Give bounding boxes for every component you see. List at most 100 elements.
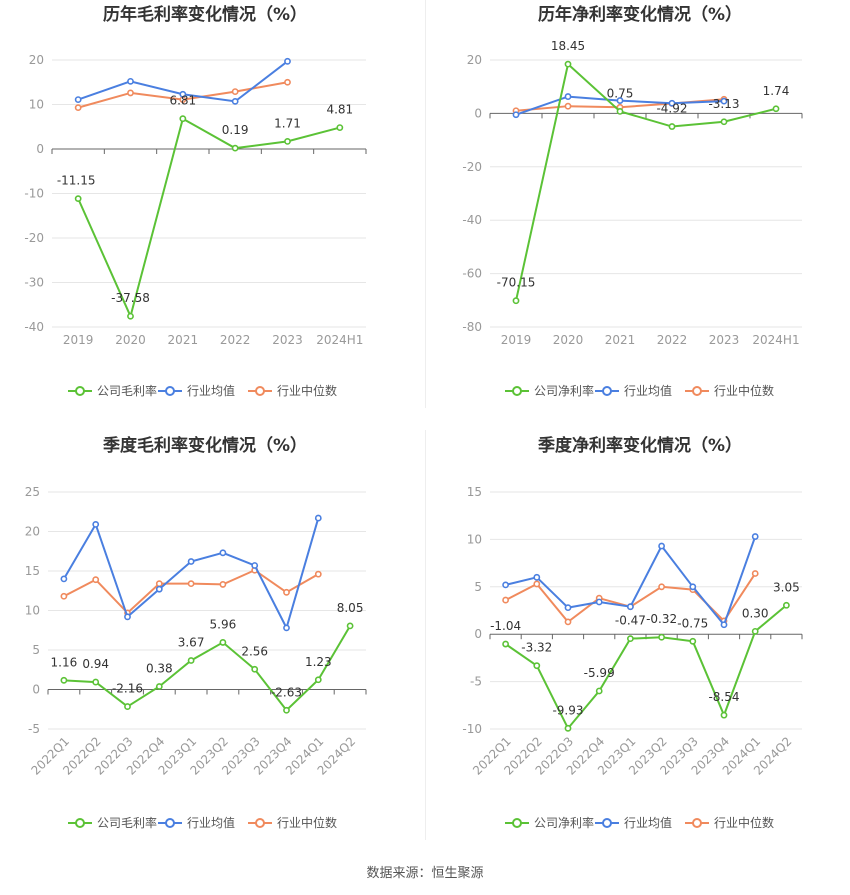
legend-label-median: 行业中位数 [714,815,774,830]
series-line-company [515,62,777,301]
legend-marker-avg [165,818,175,828]
x-tick-label: 2019 [501,333,532,347]
legend-marker-company [75,818,85,828]
data-label: 0.38 [146,661,173,675]
data-point-median [284,78,291,86]
x-tick-label: 2023 [272,333,303,347]
data-point-company [668,123,676,130]
series-line-avg [63,517,320,631]
legend-label-company: 公司毛利率 [97,383,157,398]
data-point-avg [720,97,728,105]
legend-marker-median [255,386,265,396]
data-point-company [179,115,187,123]
data-point-avg [658,542,665,550]
legend-label-median: 行业中位数 [277,383,337,398]
data-label: 8.05 [337,601,364,615]
series-line-company [77,117,341,320]
x-tick-label: 2024H1 [316,333,363,347]
data-point-avg [155,585,163,593]
data-label: -1.04 [490,619,521,633]
data-label: 0.30 [742,606,769,620]
data-point-company [751,627,759,635]
data-point-company [564,60,572,68]
y-tick-label: -20 [462,160,482,174]
data-point-company [533,662,541,670]
y-tick-label: 10 [29,98,44,112]
data-point-avg [187,558,195,565]
data-point-median [564,102,572,110]
data-point-company [720,118,728,126]
data-label: 0.94 [82,657,109,671]
data-point-company [512,297,520,305]
data-point-company [564,724,572,732]
data-point-company [346,622,354,630]
data-point-median [92,576,100,584]
data-point-company [627,635,634,643]
data-point-avg [564,604,572,612]
chart-1: 历年净利率变化情况（%） 20 0 -20 -40 -60 -80 2019 2020 2021 2… [462,4,803,398]
y-tick-label: 20 [467,53,482,67]
data-point-company [783,601,790,609]
data-point-company [92,678,100,686]
y-tick-label: -10 [24,187,44,201]
data-point-avg [179,90,187,98]
vertical-divider-bottom [425,430,426,840]
data-point-median [533,580,541,588]
x-tick-label: 2021 [168,333,199,347]
data-label: -11.15 [57,174,96,188]
data-point-median [187,580,195,588]
legend-label-avg: 行业均值 [624,815,672,830]
legend-marker-median [692,386,702,396]
legend-label-median: 行业中位数 [714,383,774,398]
y-tick-label: -20 [24,231,44,245]
series-line-company [63,625,351,712]
data-point-avg [60,575,68,583]
data-point-median [60,592,68,600]
y-tick-label: 0 [32,683,40,697]
x-tick-label: 2022 [657,333,688,347]
data-point-company [124,703,131,710]
data-point-avg [231,97,239,105]
data-label: -3.32 [521,641,552,655]
data-point-avg [533,573,541,581]
data-point-company [60,676,68,684]
data-point-avg [284,57,291,65]
data-point-company [720,711,728,719]
data-label: 1.71 [274,116,301,130]
y-tick-label: 15 [467,485,482,499]
data-point-median [231,88,239,95]
series-line-company [505,604,788,731]
data-label: -2.16 [112,682,143,696]
data-point-avg [251,562,259,569]
data-point-company [187,657,195,664]
x-tick-label: 2023 [709,333,740,347]
data-label: 1.23 [305,655,332,669]
y-tick-label: 0 [474,627,482,641]
legend-marker-avg [602,386,612,396]
legend-marker-company [512,818,522,828]
data-label: -70.15 [497,276,536,290]
data-label: 0.19 [222,123,249,137]
legend-marker-median [692,818,702,828]
data-point-median [502,596,509,604]
chart-title: 季度净利率变化情况（%） [538,435,742,456]
x-tick-label: 2022 [220,333,251,347]
y-tick-label: 0 [36,142,44,156]
data-point-company [658,633,665,641]
y-tick-label: 10 [25,604,40,618]
data-point-avg [283,624,290,632]
data-label: 1.16 [51,655,78,669]
y-tick-label: 15 [25,564,40,578]
data-label: 3.67 [178,636,205,650]
legend-label-avg: 行业均值 [187,383,235,398]
y-tick-label: -5 [28,722,40,736]
data-point-avg [751,533,759,540]
data-point-median [127,89,134,97]
data-label: -3.13 [708,97,739,111]
data-point-avg [314,514,322,522]
vertical-divider-top [425,0,426,408]
y-tick-label: 10 [467,532,482,546]
legend-marker-company [512,386,522,396]
x-tick-label: 2020 [553,333,584,347]
